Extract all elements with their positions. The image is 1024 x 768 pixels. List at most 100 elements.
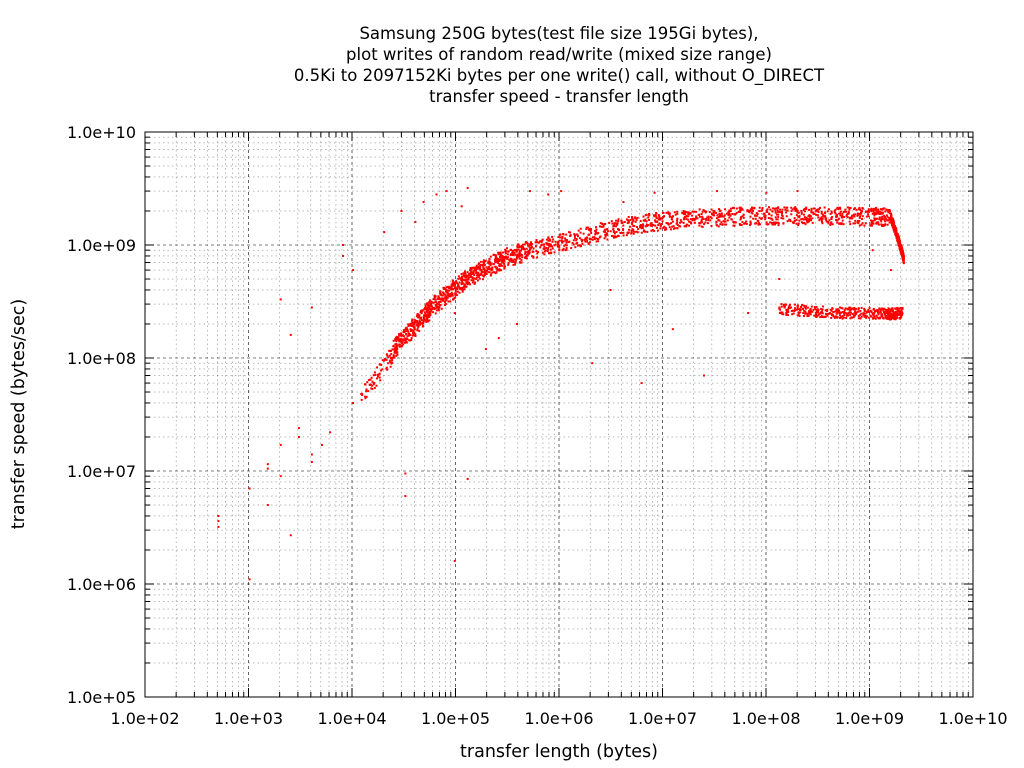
data-point [217, 514, 220, 517]
trend-point [482, 275, 485, 278]
trend-point [877, 212, 880, 215]
trend-point [797, 307, 800, 310]
trend-point [543, 250, 546, 253]
trend-point [599, 222, 602, 225]
trend-point [468, 281, 471, 284]
trend-point [818, 219, 821, 222]
trend-point [642, 219, 645, 222]
data-point [342, 254, 345, 257]
trend-point [703, 223, 706, 226]
trend-point [672, 225, 675, 228]
trend-point [879, 211, 882, 214]
trend-point [467, 274, 470, 277]
trend-point [485, 272, 488, 275]
trend-point [471, 266, 474, 269]
data-point [289, 333, 292, 336]
trend-point [795, 308, 798, 311]
trend-point [722, 215, 725, 218]
trend-point [834, 316, 837, 319]
trend-point [387, 356, 390, 359]
trend-point [588, 241, 591, 244]
trend-point [472, 279, 475, 282]
data-point [414, 220, 417, 223]
trend-point [518, 246, 521, 249]
trend-point [739, 206, 742, 209]
trend-point [890, 220, 893, 223]
trend-point [541, 251, 544, 254]
trend-point [806, 218, 809, 221]
trend-point [797, 312, 800, 315]
trend-point [758, 216, 761, 219]
trend-point [790, 213, 793, 216]
trend-point [877, 211, 880, 214]
trend-point [579, 231, 582, 234]
trend-point [506, 247, 509, 250]
trend-point [594, 230, 597, 233]
trend-point [683, 215, 686, 218]
trend-point [829, 212, 832, 215]
trend-point [494, 265, 497, 268]
trend-point [454, 286, 457, 289]
trend-point [899, 310, 902, 313]
trend-point [494, 260, 497, 263]
trend-point [613, 223, 616, 226]
trend-point [872, 312, 875, 315]
trend-point [787, 310, 790, 313]
trend-point [820, 219, 823, 222]
trend-point [709, 219, 712, 222]
trend-point [406, 335, 409, 338]
trend-point [816, 308, 819, 311]
trend-point [655, 212, 658, 215]
trend-point [381, 368, 384, 371]
trend-point [509, 253, 512, 256]
data-point [310, 461, 313, 464]
trend-point [463, 270, 466, 273]
trend-point [811, 221, 814, 224]
trend-point [406, 329, 409, 332]
trend-point [434, 312, 437, 315]
trend-point [412, 332, 415, 335]
trend-point [856, 212, 859, 215]
trend-point [808, 214, 811, 217]
trend-point [488, 262, 491, 265]
trend-point [457, 275, 460, 278]
trend-point [602, 230, 605, 233]
trend-point [364, 395, 367, 398]
trend-point [630, 232, 633, 235]
trend-point [885, 208, 888, 211]
trend-point [670, 218, 673, 221]
trend-point [829, 223, 832, 226]
trend-point [775, 218, 778, 221]
trend-point [876, 222, 879, 225]
trend-point [839, 222, 842, 225]
trend-point [864, 312, 867, 315]
trend-point [556, 243, 559, 246]
trend-point [836, 221, 839, 224]
trend-point [769, 217, 772, 220]
trend-point [648, 214, 651, 217]
trend-point [777, 224, 780, 227]
trend-point [846, 206, 849, 209]
trend-point [688, 212, 691, 215]
trend-point [490, 273, 493, 276]
trend-point [545, 238, 548, 241]
trend-point [786, 206, 789, 209]
trend-point [613, 232, 616, 235]
trend-point [869, 314, 872, 317]
trend-point [414, 333, 417, 336]
trend-point [718, 210, 721, 213]
trend-point [420, 310, 423, 313]
trend-point [387, 362, 390, 365]
trend-point [537, 241, 540, 244]
trend-point [568, 240, 571, 243]
trend-point [867, 215, 870, 218]
trend-point [800, 218, 803, 221]
trend-point [815, 310, 818, 313]
trend-point [459, 277, 462, 280]
trend-point [723, 208, 726, 211]
trend-point [465, 274, 468, 277]
trend-point [444, 288, 447, 291]
trend-point [890, 212, 893, 215]
trend-point [551, 245, 554, 248]
trend-point [445, 286, 448, 289]
